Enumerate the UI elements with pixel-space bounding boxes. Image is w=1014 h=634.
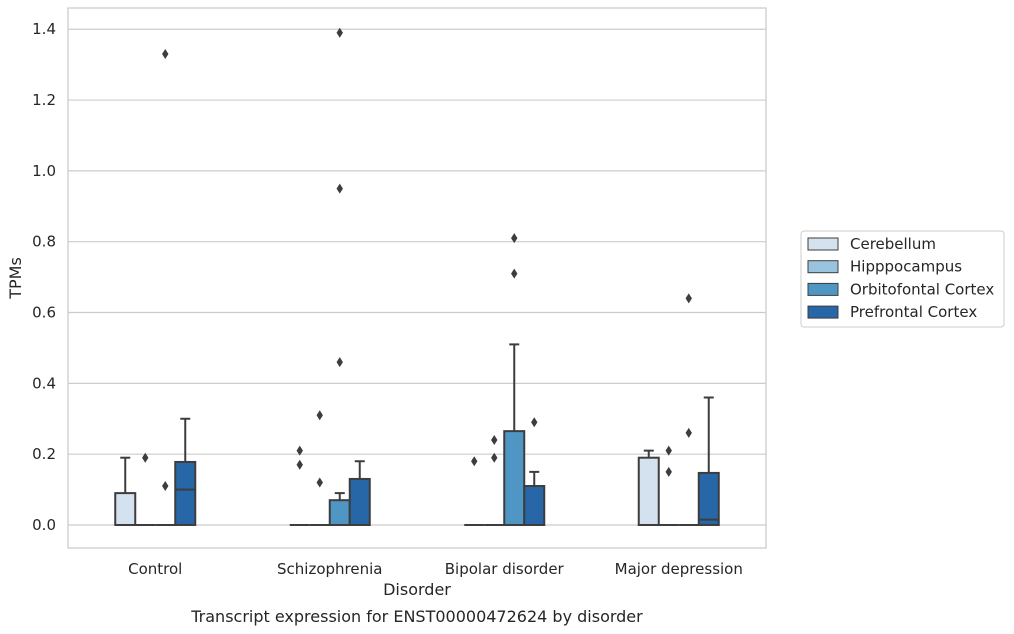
legend-swatch [807,282,839,296]
y-tick-label: 0.8 [32,233,56,251]
outlier-point [336,357,343,368]
outlier-point [296,459,303,470]
outlier-point [531,417,538,428]
legend-frame [800,230,1005,328]
y-tick-label: 0.4 [32,374,56,392]
legend-item: Prefrontal Cortex [807,303,977,321]
y-tick-label: 0.6 [32,304,56,322]
legend-swatch [807,260,839,274]
box-body [697,471,720,526]
box-cerebellum [637,449,660,526]
outlier-point [142,452,149,463]
outlier-point [491,435,498,445]
outlier-point [491,452,498,463]
x-axis-ticks: Control Schizophrenia Bipolar disorder Majo… [128,560,743,578]
x-axis-title: Disorder [383,580,451,599]
legend-item: Hipppocampus [807,258,962,276]
outlier-point [162,481,169,492]
box-body [348,477,371,526]
outlier-point [296,445,303,456]
legend-item: Orbitofontal Cortex [807,280,994,298]
outlier-point [336,183,343,194]
box-prefrontal-cortex [348,460,371,526]
box-cerebellum [114,456,137,526]
outlier-point [471,456,478,467]
box-orbitofontal-cortex [328,492,351,526]
outlier-point [316,410,323,421]
legend-swatch [807,237,839,251]
plot-frame [67,7,767,549]
box-body [174,460,197,526]
legend-label: Prefrontal Cortex [850,303,977,321]
y-tick-label: 0.0 [32,516,56,534]
boxes [114,343,720,526]
box-orbitofontal-cortex [503,343,526,526]
box-body [114,492,137,526]
outlier-point [511,268,518,279]
outlier-point [511,233,518,244]
y-tick-label: 1.4 [32,20,56,38]
y-tick-label: 1.0 [32,162,56,180]
x-tick-label: Major depression [615,560,743,578]
legend-label: Orbitofontal Cortex [850,280,994,298]
outlier-point [685,427,692,438]
legend: Cerebellum Hipppocampus Orbitofontal Corte… [800,230,1005,328]
x-tick-label: Control [128,560,182,578]
outlier-point [665,466,672,477]
y-tick-label: 0.2 [32,445,56,463]
y-axis-ticks: 0.0 0.2 0.4 0.6 0.8 1.0 1.2 1.4 [32,20,56,534]
legend-label: Hipppocampus [850,258,962,276]
box-body [328,499,351,526]
legend-swatch [807,305,839,319]
chart-caption: Transcript expression for ENST0000047262… [190,607,643,626]
legend-item: Cerebellum [807,235,936,253]
outlier-point [162,49,169,60]
outlier-point [316,477,323,488]
outlier-point [685,293,692,304]
outlier-point [665,445,672,456]
outliers [142,27,692,492]
box-body [523,485,546,526]
legend-label: Cerebellum [850,235,936,253]
outlier-point [336,27,343,38]
y-tick-label: 1.2 [32,91,56,109]
y-axis-title: TPMs [6,257,25,300]
grid-lines [68,28,766,526]
box-prefrontal-cortex [697,396,720,526]
box-prefrontal-cortex [174,417,197,526]
box-body [637,456,660,526]
box-prefrontal-cortex [523,470,546,526]
x-tick-label: Bipolar disorder [445,560,565,578]
x-tick-label: Schizophrenia [277,560,382,578]
box-body [503,430,526,526]
